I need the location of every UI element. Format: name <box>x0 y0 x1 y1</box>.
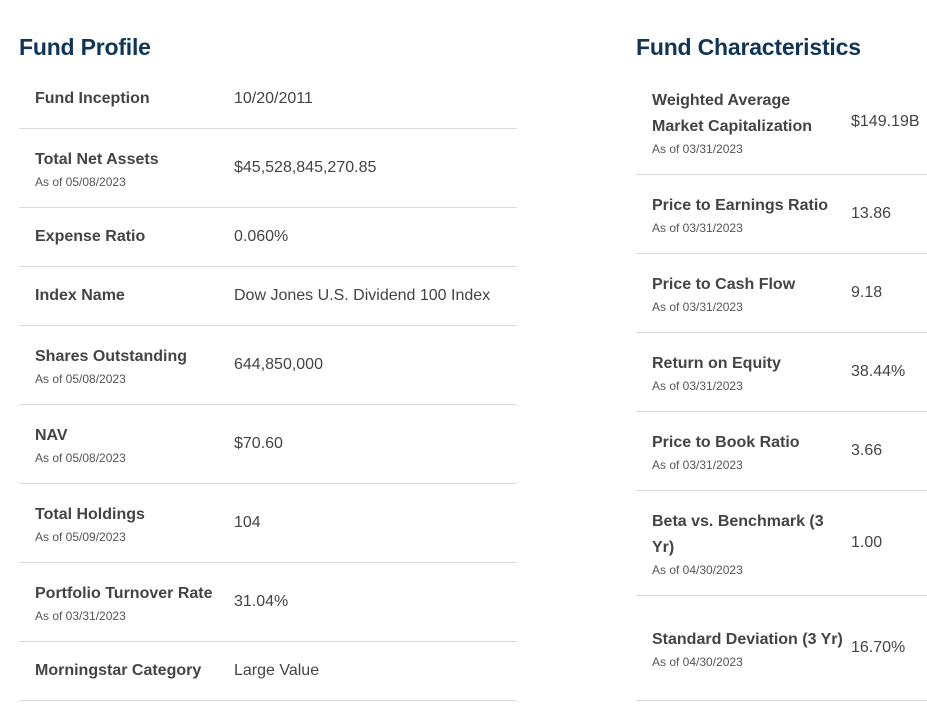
row-value: 104 <box>234 514 261 531</box>
fund-profile-table: Fund Inception 10/20/2011 Total Net Asse… <box>19 70 517 701</box>
table-row: Shares Outstanding As of 05/08/2023 644,… <box>19 326 517 405</box>
row-label: Price to Earnings Ratio <box>652 197 829 214</box>
row-label: NAV <box>35 427 68 444</box>
row-label: Portfolio Turnover Rate <box>35 585 213 602</box>
fund-characteristics-title: Fund Characteristics <box>636 34 861 60</box>
row-value: 10/20/2011 <box>234 90 313 107</box>
fund-characteristics-table: Weighted Average Market Capitalization A… <box>636 70 927 701</box>
row-label: Total Net Assets <box>35 151 159 168</box>
row-value: 31.04% <box>234 593 289 610</box>
table-row: NAV As of 05/08/2023 $70.60 <box>19 405 517 484</box>
row-as-of-date: As of 04/30/2023 <box>652 563 743 577</box>
row-label: Price to Cash Flow <box>652 276 796 293</box>
row-label: Shares Outstanding <box>35 348 188 365</box>
table-row: Weighted Average Market Capitalization A… <box>636 70 927 175</box>
table-row: Index Name Dow Jones U.S. Dividend 100 I… <box>19 267 517 326</box>
row-label: Beta vs. Benchmark (3 Yr) <box>652 513 824 556</box>
row-as-of-date: As of 05/09/2023 <box>35 530 126 544</box>
row-label: Standard Deviation (3 Yr) <box>652 631 843 648</box>
row-label: Price to Book Ratio <box>652 434 800 451</box>
table-row: Price to Earnings Ratio As of 03/31/2023… <box>636 175 927 254</box>
table-row: Portfolio Turnover Rate As of 03/31/2023… <box>19 563 517 642</box>
row-as-of-date: As of 05/08/2023 <box>35 175 126 189</box>
row-value: 9.18 <box>851 284 883 301</box>
row-as-of-date: As of 04/30/2023 <box>652 655 743 669</box>
row-as-of-date: As of 05/08/2023 <box>35 372 126 386</box>
row-value: 16.70% <box>851 639 906 656</box>
row-as-of-date: As of 03/31/2023 <box>652 142 743 156</box>
table-row: Beta vs. Benchmark (3 Yr) As of 04/30/20… <box>636 491 927 596</box>
row-value: $70.60 <box>234 435 283 452</box>
row-label: Morningstar Category <box>35 662 202 679</box>
table-row: Expense Ratio 0.060% <box>19 208 517 267</box>
row-value: 644,850,000 <box>234 356 323 373</box>
table-row: Price to Book Ratio As of 03/31/2023 3.6… <box>636 412 927 491</box>
row-label: Return on Equity <box>652 355 781 372</box>
table-row: Price to Cash Flow As of 03/31/2023 9.18 <box>636 254 927 333</box>
row-value: $45,528,845,270.85 <box>234 159 377 176</box>
row-as-of-date: As of 03/31/2023 <box>652 221 743 235</box>
row-value: 13.86 <box>851 205 892 222</box>
table-row: Total Net Assets As of 05/08/2023 $45,52… <box>19 129 517 208</box>
row-value: Large Value <box>234 662 320 679</box>
row-value: 0.060% <box>234 228 289 245</box>
table-row: Total Holdings As of 05/09/2023 104 <box>19 484 517 563</box>
row-as-of-date: As of 03/31/2023 <box>35 609 126 623</box>
row-value: 38.44% <box>851 363 906 380</box>
table-row: Fund Inception 10/20/2011 <box>19 70 517 129</box>
row-label: Index Name <box>35 287 125 304</box>
fund-profile-title: Fund Profile <box>19 34 151 60</box>
row-as-of-date: As of 03/31/2023 <box>652 300 743 314</box>
row-value: 1.00 <box>851 534 883 551</box>
table-row: Standard Deviation (3 Yr) As of 04/30/20… <box>636 596 927 701</box>
row-as-of-date: As of 05/08/2023 <box>35 451 126 465</box>
table-row: Morningstar Category Large Value <box>19 642 517 701</box>
row-label: Fund Inception <box>35 90 150 107</box>
row-value: Dow Jones U.S. Dividend 100 Index <box>234 287 491 304</box>
row-label: Weighted Average Market Capitalization <box>652 92 813 135</box>
table-row: Return on Equity As of 03/31/2023 38.44% <box>636 333 927 412</box>
row-as-of-date: As of 03/31/2023 <box>652 379 743 393</box>
row-value: 3.66 <box>851 442 883 459</box>
row-as-of-date: As of 03/31/2023 <box>652 458 743 472</box>
row-label: Expense Ratio <box>35 228 146 245</box>
row-value: $149.19B <box>851 113 920 130</box>
row-label: Total Holdings <box>35 506 145 523</box>
